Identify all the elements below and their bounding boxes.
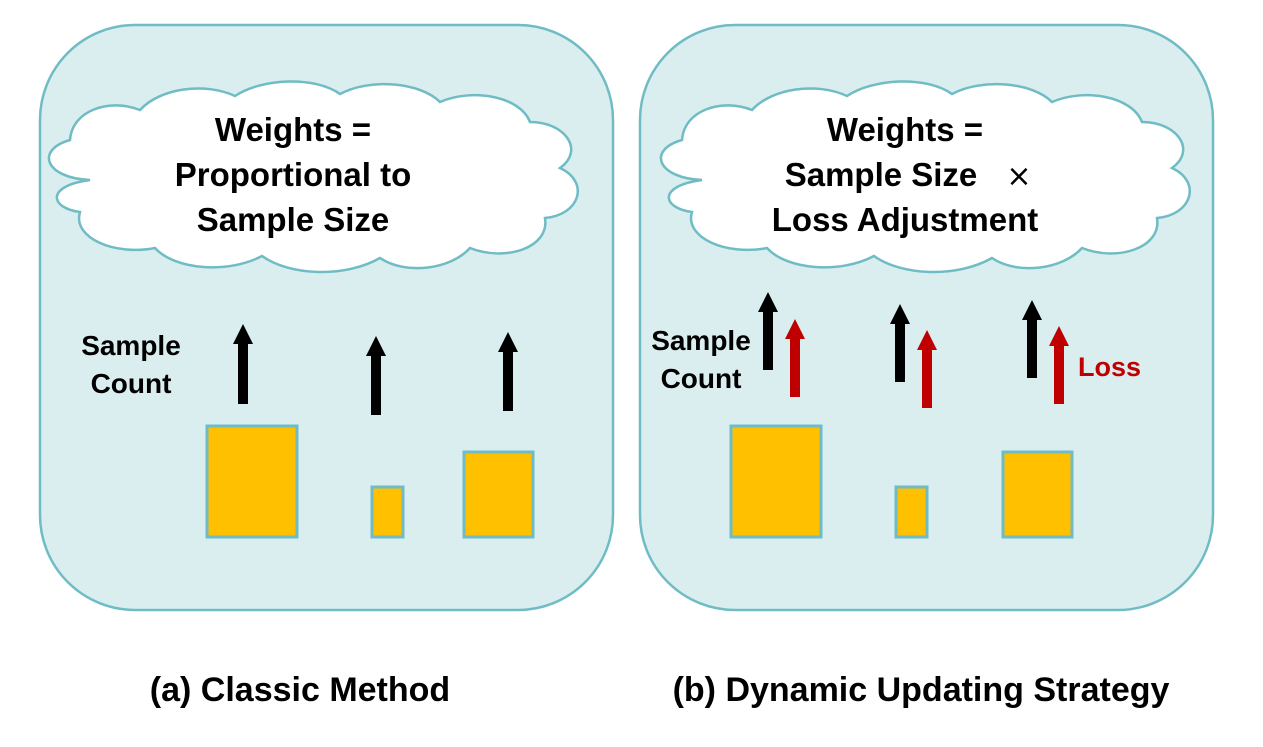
panel-a-client-box-3: [462, 450, 535, 539]
panel-b-loss-arrow-1: [785, 319, 805, 397]
panel-a-sample-label-line-1: Sample: [81, 330, 181, 361]
panel-b-client-box-1: [729, 424, 823, 539]
panel-a-cloud-line-1: Weights =: [215, 111, 371, 148]
panel-b-sample-label-line-1: Sample: [651, 325, 751, 356]
panel-b-sample-arrow-1: [758, 292, 778, 370]
panel-a-client-box-1: [205, 424, 299, 539]
times-symbol: ×: [1006, 159, 1031, 194]
loss-label: Loss: [1078, 352, 1141, 382]
panel-b-cloud-line-1: Weights =: [827, 111, 983, 148]
panel-a-sample-arrow-3: [498, 332, 518, 411]
caption-b: (b) Dynamic Updating Strategy: [673, 671, 1170, 709]
panel-b-loss-arrow-3: [1049, 326, 1069, 404]
panel-b-cloud-line-2: Sample Size: [785, 156, 978, 193]
panel-b-sample-arrow-3: [1022, 300, 1042, 378]
panel-a-sample-label-line-2: Count: [91, 368, 172, 399]
panel-b-client-box-2: [894, 485, 929, 539]
panel-b-sample-label-line-2: Count: [661, 363, 742, 394]
panel-classic-method: Weights = Proportional to Sample Size Sa…: [38, 23, 615, 612]
panel-b-client-box-3: [1001, 450, 1074, 539]
panel-a-sample-arrow-1: [233, 324, 253, 404]
panel-b-sample-arrow-2: [890, 304, 910, 382]
panel-a-cloud-line-3: Sample Size: [197, 201, 390, 238]
panel-a-cloud-line-2: Proportional to: [175, 156, 411, 193]
panel-a-client-box-2: [370, 485, 405, 539]
panel-dynamic-updating: Weights = Sample Size × Loss Adjustment …: [638, 23, 1215, 612]
panel-a-sample-arrow-2: [366, 336, 386, 415]
panel-b-loss-arrow-2: [917, 330, 937, 408]
panel-b-cloud-line-3: Loss Adjustment: [772, 201, 1038, 238]
caption-a: (a) Classic Method: [150, 671, 450, 709]
